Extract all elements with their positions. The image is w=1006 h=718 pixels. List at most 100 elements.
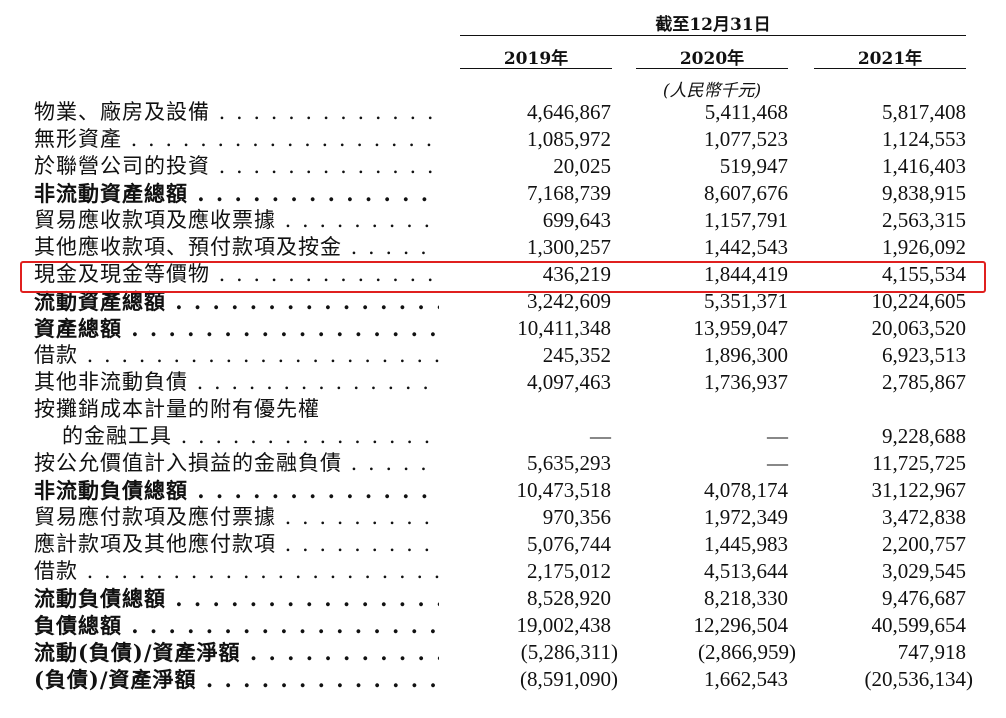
row-label: 流動負債總額 <box>34 586 439 611</box>
cell-2021: 3,029,545 <box>882 559 966 583</box>
cell-2019: 436,219 <box>542 262 611 286</box>
table-row: 流動資產總額 3,242,609 5,351,371 10,224,605 <box>0 288 1006 315</box>
year-rule-2019 <box>460 68 612 69</box>
year-header-2019: 2019年 <box>503 49 569 69</box>
row-label: 負債總額 <box>34 613 439 638</box>
cell-2020: 519,947 <box>719 154 788 178</box>
row-label: (負債)/資產淨額 <box>34 667 439 692</box>
cell-2019: 3,242,609 <box>527 289 611 313</box>
table-row: 其他非流動負債 4,097,463 1,736,937 2,785,867 <box>0 369 1006 396</box>
row-label: 資產總額 <box>34 316 439 341</box>
column-group-title: 截至12月31日 <box>655 15 771 35</box>
cell-2021: 9,228,688 <box>882 424 966 448</box>
row-label: 貿易應付款項及應付票據 <box>34 505 439 530</box>
row-label: 流動(負債)/資產淨額 <box>34 640 439 665</box>
row-label: 物業、廠房及設備 <box>34 100 439 125</box>
row-label: 其他非流動負債 <box>34 370 439 395</box>
table-row: 借款 245,352 1,896,300 6,923,513 <box>0 342 1006 369</box>
row-label: 無形資產 <box>34 127 439 152</box>
highlight-box <box>20 261 986 293</box>
table-row: 於聯營公司的投資 20,025 519,947 1,416,403 <box>0 153 1006 180</box>
cell-2021: 2,785,867 <box>882 370 966 394</box>
cell-2021: 9,476,687 <box>882 586 966 610</box>
row-label: 按攤銷成本計量的附有優先權 <box>34 397 320 421</box>
cell-2020: 1,157,791 <box>704 208 788 232</box>
row-label: 非流動資產總額 <box>34 181 439 206</box>
cell-2019: 1,300,257 <box>527 235 611 259</box>
cell-2019: (8,591,090) <box>520 667 618 691</box>
row-label: 應計款項及其他應付款項 <box>34 532 439 557</box>
cell-2020: 13,959,047 <box>693 316 789 340</box>
table-row: 無形資產 1,085,972 1,077,523 1,124,553 <box>0 126 1006 153</box>
cell-2019: (5,286,311) <box>520 640 618 664</box>
cell-2019: 970,356 <box>542 505 611 529</box>
cell-2019: 4,646,867 <box>527 100 611 124</box>
table-row: 應計款項及其他應付款項 5,076,744 1,445,983 2,200,757 <box>0 531 1006 558</box>
year-rule-2020 <box>636 68 788 69</box>
cell-2019: 7,168,739 <box>527 181 611 205</box>
cell-2021: 1,926,092 <box>882 235 966 259</box>
cell-2021: 747,918 <box>897 640 966 664</box>
cell-2020: 1,896,300 <box>704 343 788 367</box>
row-label: 借款 <box>34 559 439 584</box>
cell-2019: 5,635,293 <box>527 451 611 475</box>
cell-2021: 2,200,757 <box>882 532 966 556</box>
row-label: 現金及現金等價物 <box>34 262 439 287</box>
cell-2020: (2,866,959) <box>698 640 796 664</box>
cell-2020: 5,351,371 <box>704 289 788 313</box>
cell-2021: 2,563,315 <box>882 208 966 232</box>
table-row: (負債)/資產淨額 (8,591,090) 1,662,543 (20,536,134… <box>0 666 1006 693</box>
cell-2020: 4,078,174 <box>704 478 788 502</box>
table-row: 的金融工具 — — 9,228,688 <box>0 423 1006 450</box>
cell-2021: (20,536,134) <box>864 667 974 691</box>
row-label: 按公允價值計入損益的金融負債 <box>34 451 439 476</box>
cell-2020: 12,296,504 <box>693 613 789 637</box>
cell-2021: 31,122,967 <box>871 478 967 502</box>
cell-2020: — <box>767 424 788 448</box>
cell-2020: 1,445,983 <box>704 532 788 556</box>
cell-2021: 1,416,403 <box>882 154 966 178</box>
row-label: 非流動負債總額 <box>34 478 439 503</box>
cell-2020: 1,844,419 <box>704 262 788 286</box>
table-row: 非流動負債總額 10,473,518 4,078,174 31,122,967 <box>0 477 1006 504</box>
cell-2020: 5,411,468 <box>704 100 788 124</box>
unit-label: (人民幣千元) <box>662 81 762 101</box>
cell-2021: 4,155,534 <box>882 262 966 286</box>
cell-2021: 11,725,725 <box>872 451 966 475</box>
table-row: 按攤銷成本計量的附有優先權 <box>0 396 1006 423</box>
row-label: 貿易應收款項及應收票據 <box>34 208 439 233</box>
cell-2019: 2,175,012 <box>527 559 611 583</box>
group-rule <box>460 35 966 36</box>
row-label: 於聯營公司的投資 <box>34 154 439 179</box>
year-header-2020: 2020年 <box>679 49 745 69</box>
cell-2019: 245,352 <box>542 343 611 367</box>
table-row: 非流動資產總額 7,168,739 8,607,676 9,838,915 <box>0 180 1006 207</box>
cell-2021: 40,599,654 <box>871 613 967 637</box>
cell-2021: 6,923,513 <box>882 343 966 367</box>
cell-2021: 20,063,520 <box>871 316 967 340</box>
table-row: 流動負債總額 8,528,920 8,218,330 9,476,687 <box>0 585 1006 612</box>
cell-2019: — <box>590 424 611 448</box>
cell-2020: 1,662,543 <box>704 667 788 691</box>
cell-2019: 20,025 <box>553 154 611 178</box>
cell-2019: 4,097,463 <box>527 370 611 394</box>
year-header-2021: 2021年 <box>857 49 923 69</box>
table-row: 貿易應付款項及應付票據 970,356 1,972,349 3,472,838 <box>0 504 1006 531</box>
row-label: 流動資產總額 <box>34 289 439 314</box>
cell-2020: 1,736,937 <box>704 370 788 394</box>
cell-2020: 1,077,523 <box>704 127 788 151</box>
cell-2019: 10,473,518 <box>516 478 612 502</box>
cell-2019: 10,411,348 <box>517 316 611 340</box>
year-rule-2021 <box>814 68 966 69</box>
cell-2020: 1,972,349 <box>704 505 788 529</box>
table-row: 資產總額 10,411,348 13,959,047 20,063,520 <box>0 315 1006 342</box>
cell-2020: 8,607,676 <box>704 181 788 205</box>
cell-2020: 8,218,330 <box>704 586 788 610</box>
table-row: 借款 2,175,012 4,513,644 3,029,545 <box>0 558 1006 585</box>
row-label: 的金融工具 <box>62 424 439 449</box>
cell-2020: 4,513,644 <box>704 559 788 583</box>
cell-2021: 9,838,915 <box>882 181 966 205</box>
row-label: 其他應收款項、預付款項及按金 <box>34 235 439 260</box>
table-row: 物業、廠房及設備 4,646,867 5,411,468 5,817,408 <box>0 99 1006 126</box>
cell-2019: 8,528,920 <box>527 586 611 610</box>
